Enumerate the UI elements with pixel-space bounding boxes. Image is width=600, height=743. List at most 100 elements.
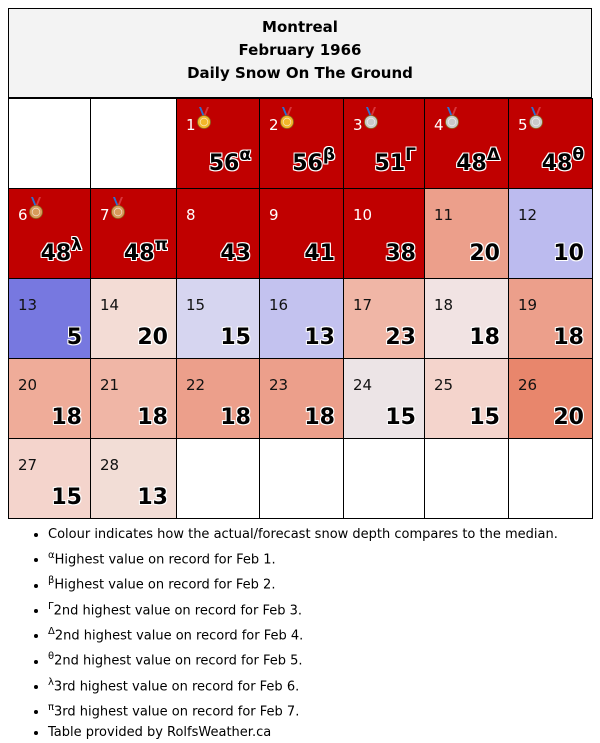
day-number: 13 [18, 296, 38, 314]
day-number: 5 [518, 116, 528, 134]
day-cell: 15 15 [176, 278, 260, 359]
snow-depth-value: 56β [292, 146, 335, 176]
snow-depth-value: 48θ [541, 146, 584, 176]
day-cell: 20 18 [8, 358, 91, 439]
snow-depth-number: 56 [292, 151, 323, 176]
day-number: 18 [434, 296, 454, 314]
day-cell: 26 20 [508, 358, 593, 439]
day-cell: 19 18 [508, 278, 593, 359]
snow-depth-number: 10 [553, 241, 584, 266]
calendar-week-row: 27 15 28 13 [8, 438, 593, 519]
note-text: Colour indicates how the actual/forecast… [48, 527, 558, 542]
snow-depth-number: 15 [385, 405, 416, 430]
snow-depth-value: 13 [137, 485, 168, 510]
snow-depth-value: 41 [304, 241, 335, 266]
snow-depth-value: 18 [220, 405, 251, 430]
snow-depth-value: 23 [385, 325, 416, 350]
day-cell: 18 18 [424, 278, 509, 359]
snow-depth-value: 56α [208, 146, 251, 176]
note-mark: θ [48, 651, 55, 663]
record-mark: α [239, 144, 251, 165]
snow-depth-number: 38 [385, 241, 416, 266]
day-number: 4 [434, 116, 444, 134]
snow-depth-number: 15 [469, 405, 500, 430]
empty-cell [176, 438, 260, 519]
snow-depth-value: 15 [385, 405, 416, 430]
calendar-header: Montreal February 1966 Daily Snow On The… [8, 8, 592, 98]
note-mark: β [48, 575, 55, 587]
calendar-container: Montreal February 1966 Daily Snow On The… [8, 8, 593, 519]
note-mark: λ [48, 676, 54, 688]
snow-depth-value: 15 [51, 485, 82, 510]
day-cell: 4 48Δ [424, 98, 509, 189]
snow-depth-value: 18 [137, 405, 168, 430]
day-cell: 7 48π [90, 188, 177, 279]
day-number: 28 [100, 456, 120, 474]
note-item: π3rd highest value on record for Feb 7. [48, 697, 592, 722]
snow-depth-number: 43 [220, 241, 251, 266]
note-mark: π [48, 701, 55, 713]
record-mark: β [322, 144, 335, 165]
day-cell: 14 20 [90, 278, 177, 359]
note-item: Γ2nd highest value on record for Feb 3. [48, 596, 592, 621]
empty-cell [343, 438, 425, 519]
day-cell: 12 10 [508, 188, 593, 279]
note-text: Highest value on record for Feb 2. [54, 577, 276, 593]
day-number: 2 [269, 116, 279, 134]
day-number: 19 [518, 296, 538, 314]
snow-depth-number: 18 [220, 405, 251, 430]
day-cell: 25 15 [424, 358, 509, 439]
calendar-week-row: 20 18 21 18 22 18 23 18 24 15 25 15 26 20 [8, 358, 593, 439]
snow-depth-number: 18 [469, 325, 500, 350]
snow-depth-value: 38 [385, 241, 416, 266]
note-text: 2nd highest value on record for Feb 4. [54, 628, 304, 644]
snow-depth-value: 43 [220, 241, 251, 266]
day-number: 25 [434, 376, 454, 394]
day-cell: 10 38 [343, 188, 425, 279]
note-text: 3rd highest value on record for Feb 6. [53, 678, 300, 694]
record-mark: Δ [486, 144, 500, 165]
day-number: 24 [353, 376, 373, 394]
day-cell: 2 56β [259, 98, 344, 189]
empty-cell [259, 438, 344, 519]
snow-depth-number: 56 [208, 151, 240, 176]
day-number: 26 [518, 376, 538, 394]
snow-depth-number: 48 [541, 151, 573, 176]
snow-depth-value: 13 [304, 325, 335, 350]
note-mark: Γ [48, 600, 54, 612]
snow-depth-number: 51 [374, 151, 406, 176]
day-cell: 1 56α [176, 98, 260, 189]
day-number: 1 [186, 116, 196, 134]
snow-depth-value: 20 [553, 405, 584, 430]
day-number: 9 [269, 206, 279, 224]
day-number: 10 [353, 206, 373, 224]
calendar-week-row: 1 56α 2 56β 3 51Γ 4 48Δ 5 48θ [8, 98, 593, 189]
day-number: 3 [353, 116, 363, 134]
snow-depth-value: 18 [304, 405, 335, 430]
day-cell: 17 23 [343, 278, 425, 359]
day-cell: 16 13 [259, 278, 344, 359]
notes-list: Colour indicates how the actual/forecast… [8, 524, 592, 743]
day-number: 27 [18, 456, 38, 474]
record-mark: Γ [405, 144, 416, 165]
day-cell: 8 43 [176, 188, 260, 279]
note-mark: α [48, 550, 55, 561]
day-cell: 11 20 [424, 188, 509, 279]
snow-depth-number: 48 [123, 241, 155, 266]
snow-depth-value: 48λ [40, 236, 82, 266]
silver-medal-icon [443, 106, 461, 130]
note-item: Δ2nd highest value on record for Feb 4. [48, 621, 592, 646]
day-number: 16 [269, 296, 289, 314]
snow-depth-number: 48 [456, 151, 487, 176]
snow-depth-number: 23 [385, 325, 416, 350]
day-number: 17 [353, 296, 373, 314]
note-text: 3rd highest value on record for Feb 7. [54, 704, 300, 720]
snow-depth-number: 48 [40, 241, 72, 266]
day-cell: 24 15 [343, 358, 425, 439]
record-mark: θ [572, 144, 584, 165]
bronze-medal-icon [109, 196, 127, 220]
day-number: 8 [186, 206, 196, 224]
snow-depth-value: 18 [553, 325, 584, 350]
snow-depth-number: 18 [553, 325, 584, 350]
snow-depth-number: 18 [51, 405, 82, 430]
